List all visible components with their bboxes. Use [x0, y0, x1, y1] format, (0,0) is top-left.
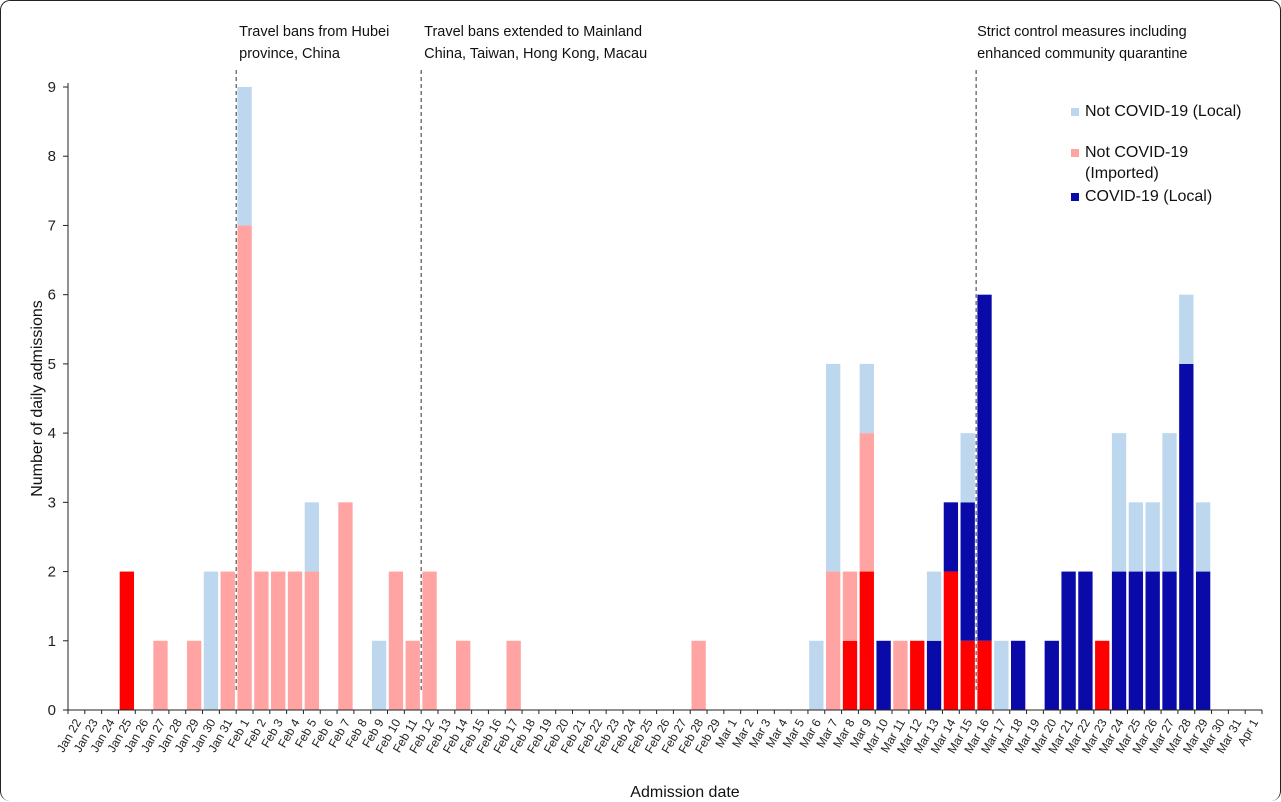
- bar-segment: [1044, 640, 1059, 710]
- bar-segment: [893, 640, 908, 710]
- bar-segment: [977, 294, 992, 641]
- legend-swatch: [1071, 108, 1079, 116]
- y-axis-label: Number of daily admissions: [29, 300, 46, 497]
- bar-segment: [422, 571, 437, 710]
- bar-segment: [220, 571, 235, 710]
- bar-segment: [1111, 571, 1127, 710]
- bar-segment: [203, 571, 219, 710]
- bar-segment: [304, 571, 320, 710]
- bar-segment: [1179, 294, 1194, 364]
- bar-segment: [910, 640, 925, 710]
- bar-segment: [960, 502, 975, 641]
- bar-segment: [1145, 571, 1160, 710]
- bar-segment: [926, 640, 942, 710]
- bar-segment: [405, 640, 420, 710]
- bar-segment: [826, 363, 841, 572]
- bar-segment: [1010, 640, 1026, 710]
- bar-segment: [1061, 571, 1076, 710]
- y-tick-label: 1: [48, 633, 56, 650]
- bar-segment: [1179, 363, 1194, 710]
- legend-swatch: [1071, 149, 1079, 157]
- bar-segment: [456, 640, 471, 710]
- bar-segment: [153, 640, 168, 710]
- bar-segment: [826, 571, 841, 710]
- annotation-text: province, China: [239, 46, 341, 62]
- bar-segment: [994, 640, 1009, 710]
- y-tick-label: 5: [48, 356, 56, 373]
- bar-segment: [388, 571, 404, 710]
- bar-segment: [506, 640, 521, 710]
- bar-segment: [186, 640, 202, 710]
- bar-segment: [1195, 571, 1211, 710]
- bar-segment: [119, 571, 135, 710]
- y-tick-label: 7: [48, 217, 56, 234]
- bar-segment: [859, 571, 874, 710]
- bar-segment: [859, 433, 874, 572]
- bar-segment: [287, 571, 303, 710]
- legend-label: (Imported): [1085, 165, 1159, 182]
- y-tick-label: 6: [48, 287, 56, 304]
- bar-segment: [1095, 640, 1110, 710]
- annotation-text: Travel bans from Hubei: [239, 24, 389, 40]
- y-tick-label: 2: [48, 564, 56, 581]
- y-tick-label: 3: [48, 494, 56, 511]
- legend-label: COVID-19 (Local): [1085, 188, 1212, 205]
- x-axis-label: Admission date: [630, 784, 739, 801]
- bar-segment: [1195, 502, 1211, 572]
- bar-segment: [943, 571, 959, 710]
- bar-segment: [1145, 502, 1160, 572]
- bar-segment: [842, 571, 858, 641]
- legend-label: Not COVID-19: [1085, 144, 1188, 161]
- bar-segment: [237, 87, 252, 226]
- legend-swatch: [1071, 193, 1079, 201]
- bar-segment: [271, 571, 286, 710]
- bar-segment: [1162, 433, 1177, 572]
- bar-segment: [960, 433, 975, 503]
- bar-segment: [304, 502, 320, 572]
- bar-segment: [1078, 571, 1093, 710]
- bar-segment: [237, 225, 252, 710]
- annotation-text: enhanced community quarantine: [977, 46, 1187, 62]
- bar-segment: [876, 640, 891, 710]
- bar-segment: [977, 640, 992, 710]
- legend-label: Not COVID-19 (Local): [1085, 103, 1242, 120]
- bar-segment: [1128, 502, 1144, 572]
- bar-segment: [691, 640, 706, 710]
- annotation-text: Strict control measures including: [977, 24, 1187, 40]
- y-tick-label: 9: [48, 79, 56, 96]
- bar-segment: [338, 502, 353, 710]
- bar-segment: [960, 640, 975, 710]
- bar-segment: [371, 640, 387, 710]
- annotation-text: Travel bans extended to Mainland: [424, 24, 642, 40]
- bar-segment: [254, 571, 269, 710]
- bar-segment: [842, 640, 858, 710]
- bar-segment: [809, 640, 824, 710]
- annotation-text: China, Taiwan, Hong Kong, Macau: [424, 46, 647, 62]
- bar-segment: [1128, 571, 1144, 710]
- bar-segment: [943, 502, 959, 572]
- bar-segment: [859, 363, 874, 434]
- y-tick-label: 0: [48, 702, 56, 719]
- y-tick-label: 4: [48, 425, 56, 442]
- bar-segment: [926, 571, 942, 641]
- y-tick-label: 8: [48, 148, 56, 165]
- bar-segment: [1111, 433, 1127, 572]
- bar-segment: [1162, 571, 1177, 710]
